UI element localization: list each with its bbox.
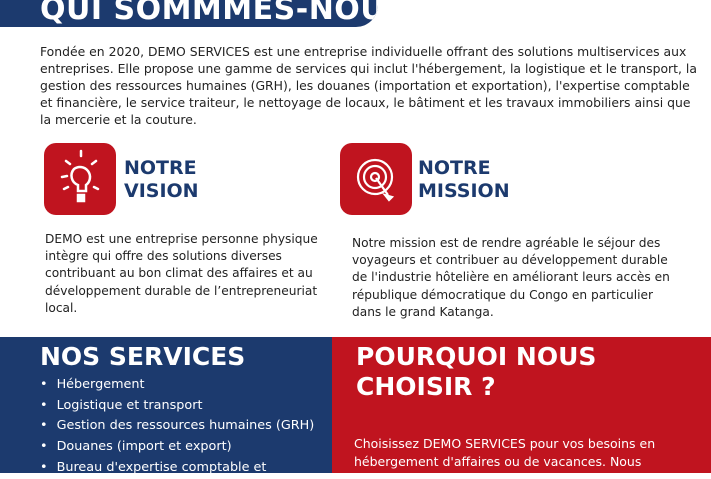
services-list: Hébergement Logistique et transport Gest…	[40, 375, 315, 479]
list-item: Logistique et transport	[40, 396, 314, 417]
list-item: Douanes (import et export)	[40, 437, 314, 458]
vision-text: DEMO est une entreprise personne physiqu…	[45, 232, 318, 315]
list-item: Gestion des ressources humaines (GRH)	[40, 416, 315, 437]
target-icon	[356, 158, 395, 202]
lightbulb-icon	[60, 149, 100, 203]
why-title: POURQUOI NOUS CHOISIR ?	[356, 342, 597, 401]
mission-card	[340, 143, 412, 215]
why-panel: POURQUOI NOUS CHOISIR ? Choisissez DEMO …	[332, 337, 711, 473]
vision-card	[44, 143, 116, 215]
services-panel: NOS SERVICES Hébergement Logistique et t…	[0, 337, 332, 475]
list-item: Bureau d'expertise comptable et	[40, 458, 314, 479]
why-text: Choisissez DEMO SERVICES pour vos besoin…	[354, 436, 656, 469]
services-title: NOS SERVICES	[40, 342, 246, 371]
page-title: QUI SOMMMES-NOUS?	[40, 0, 378, 27]
header-banner: QUI SOMMMES-NOUS?	[0, 0, 378, 27]
intro-paragraph: Fondée en 2020, DEMO SERVICES est une en…	[40, 44, 697, 127]
vision-title: NOTRE VISION	[124, 157, 199, 202]
list-item: Hébergement	[40, 375, 314, 396]
mission-title: NOTRE MISSION	[418, 157, 510, 202]
mission-text: Notre mission est de rendre agréable le …	[352, 236, 670, 319]
